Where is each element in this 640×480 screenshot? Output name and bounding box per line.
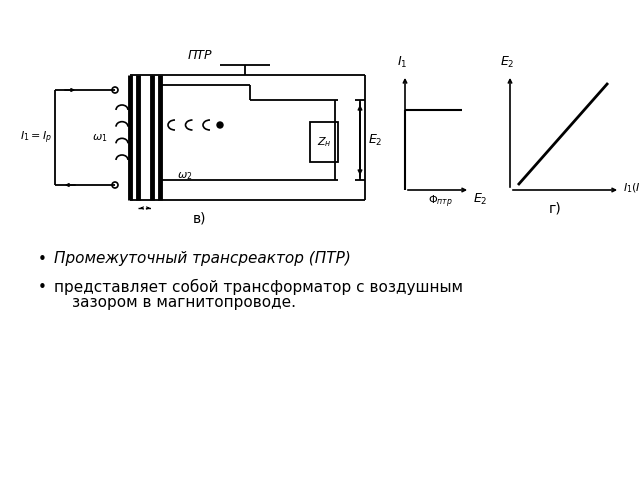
Text: •: • (38, 252, 47, 267)
Text: $I_1(I_p)$: $I_1(I_p)$ (623, 182, 640, 198)
Text: $\omega_2$: $\omega_2$ (177, 170, 193, 182)
Bar (310, 122, 338, 162)
Text: зазором в магнитопроводе.: зазором в магнитопроводе. (72, 295, 296, 310)
Text: в): в) (193, 212, 207, 226)
Text: $I_1$: $I_1$ (397, 55, 407, 70)
Text: г): г) (548, 202, 561, 216)
Text: $\Phi_{птр}$: $\Phi_{птр}$ (428, 194, 453, 210)
Text: $I_1=I_p$: $I_1=I_p$ (20, 130, 52, 146)
Circle shape (217, 122, 223, 128)
Text: $E_2$: $E_2$ (500, 55, 515, 70)
Text: $\omega_1$: $\omega_1$ (92, 132, 108, 144)
Text: $E_2$: $E_2$ (473, 192, 488, 207)
Text: $E_2$: $E_2$ (368, 132, 383, 147)
Text: •: • (38, 280, 47, 295)
Text: Промежуточный трансреактор (ПТР): Промежуточный трансреактор (ПТР) (54, 251, 351, 266)
Text: $Z_н$: $Z_н$ (317, 135, 332, 149)
Text: ПТР: ПТР (188, 49, 212, 62)
Text: представляет собой трансформатор с воздушным: представляет собой трансформатор с возду… (54, 279, 463, 295)
